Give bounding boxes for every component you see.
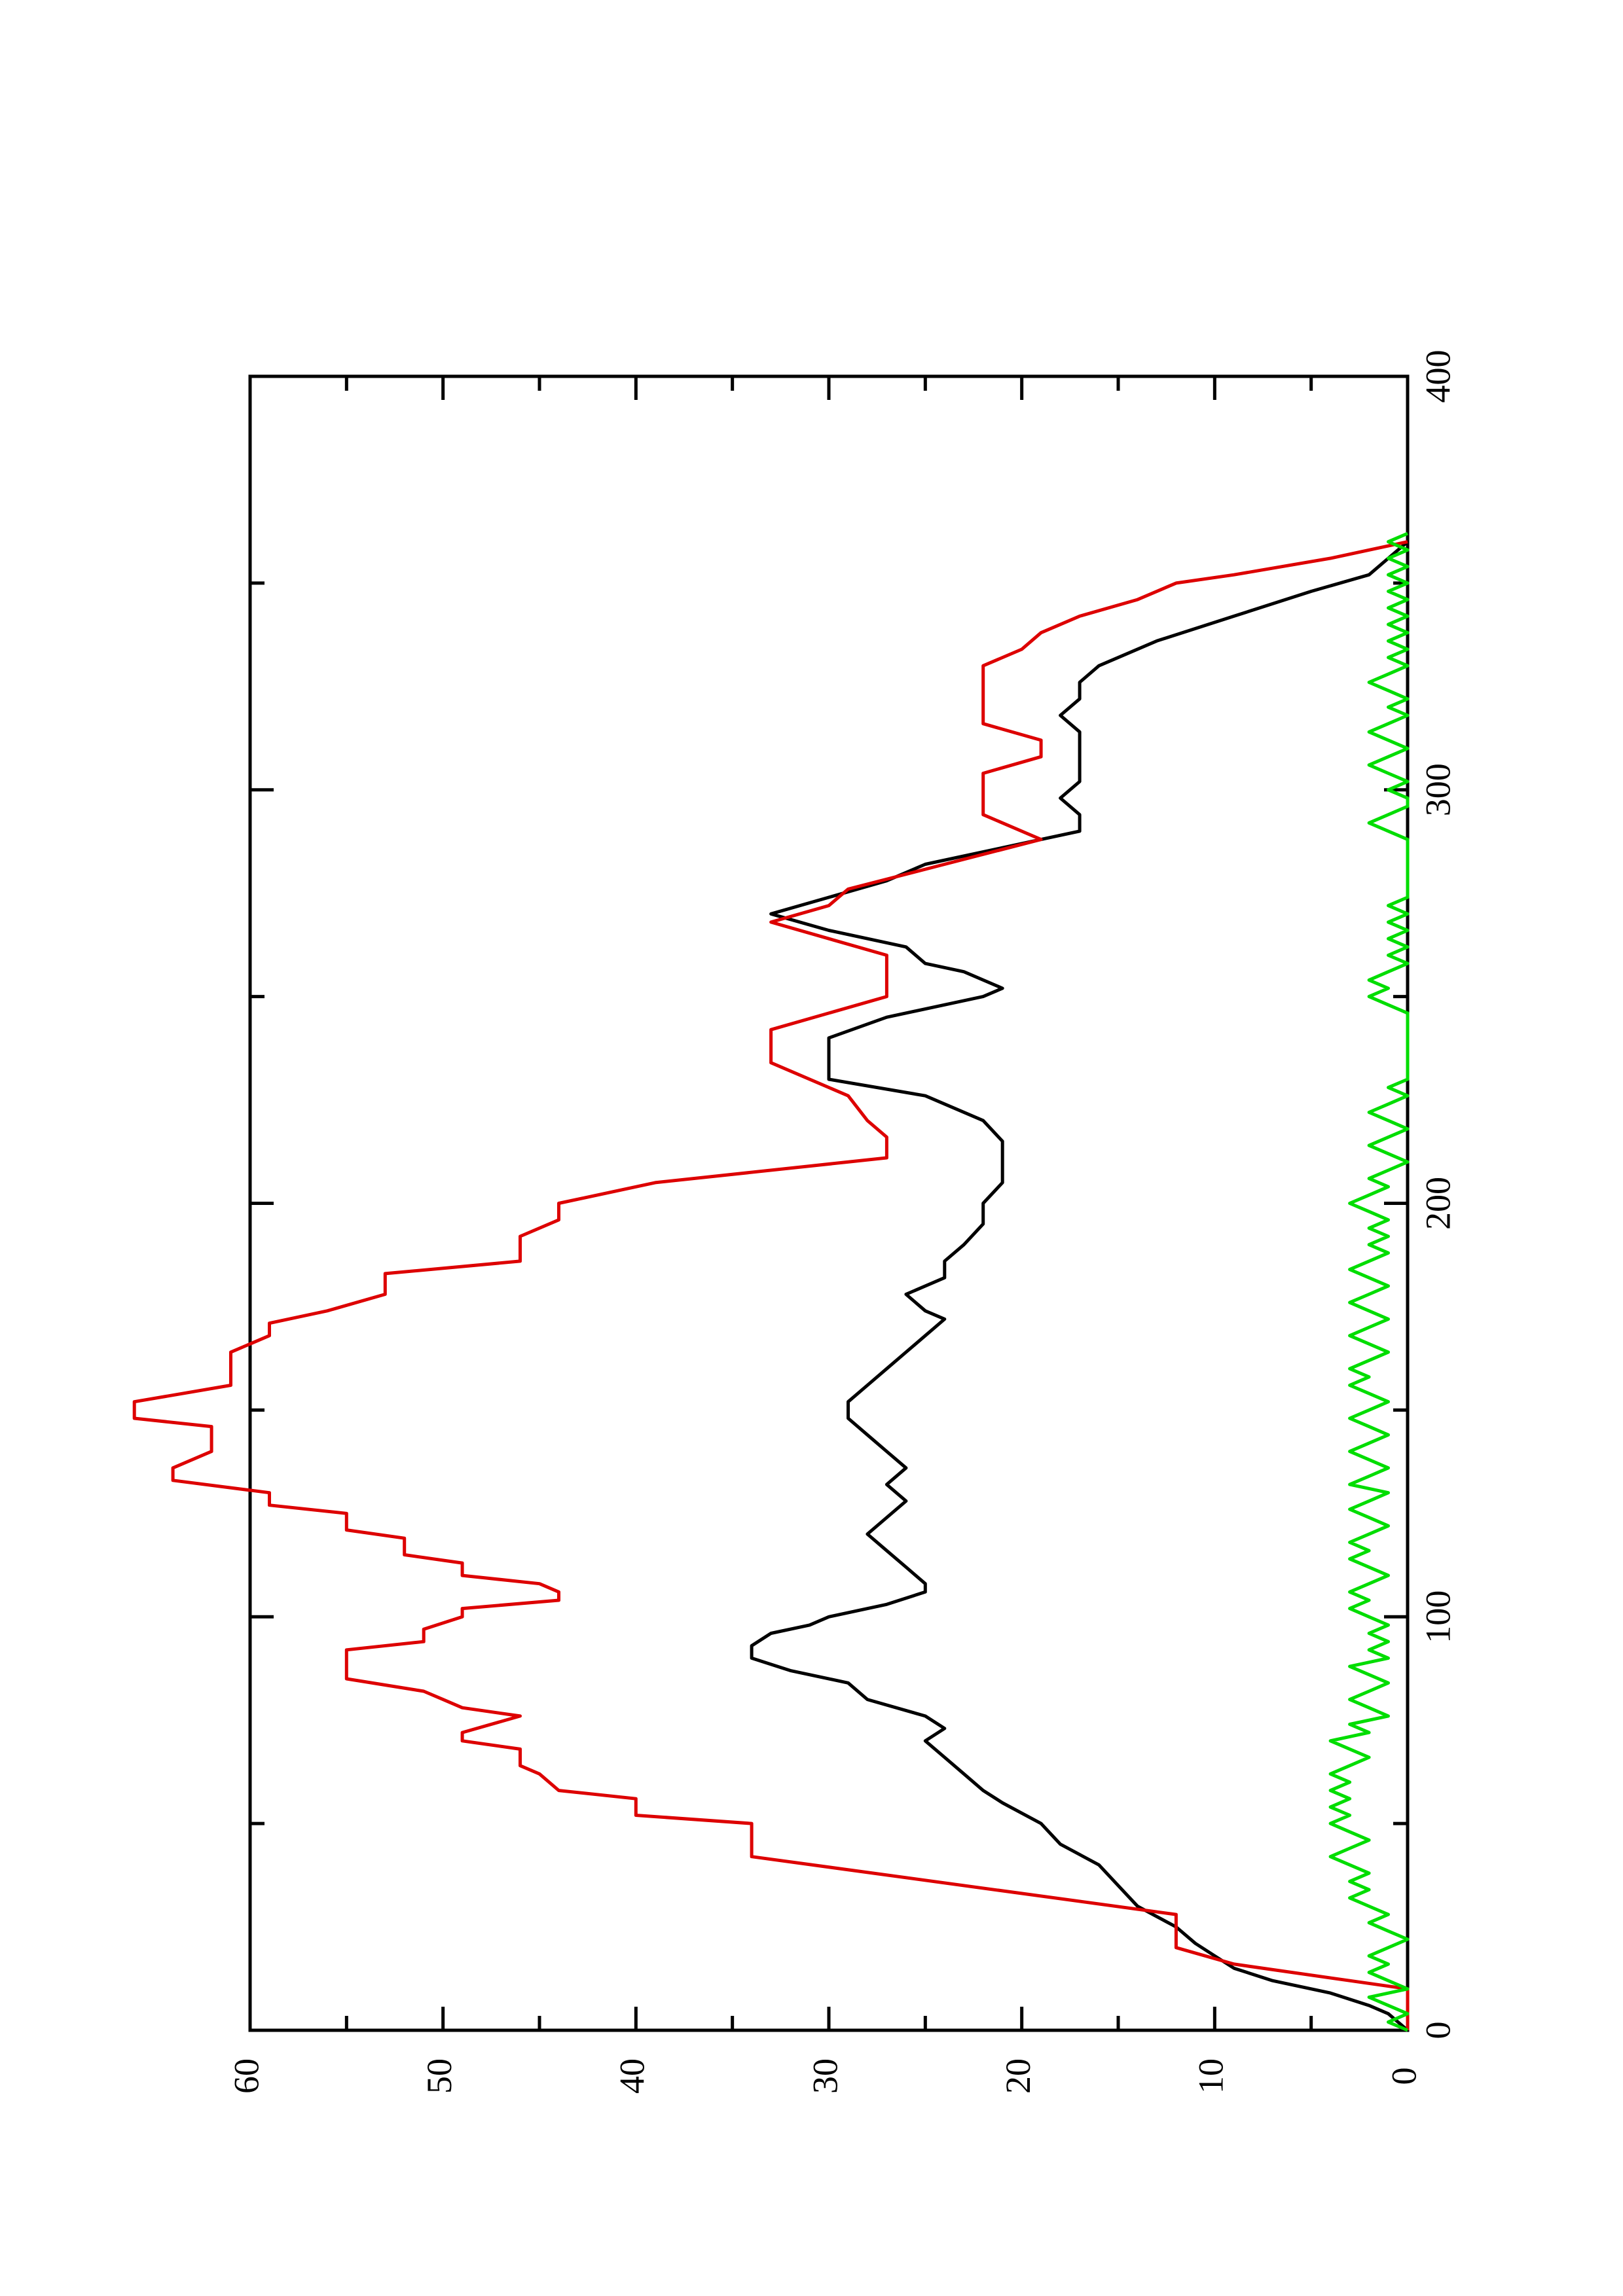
x-tick-label: 300	[1418, 763, 1457, 816]
series-red-line	[132, 540, 1410, 2030]
x-tick-label: 400	[1418, 350, 1457, 403]
axis-ticks	[248, 374, 1410, 2032]
x-tick-label: 0	[1418, 2022, 1457, 2039]
series-layer	[132, 531, 1410, 2032]
series-green-line	[1328, 531, 1410, 2032]
y-tick-label: 30	[805, 2058, 845, 2094]
y-tick-label: 40	[613, 2058, 652, 2094]
y-tick-label: 10	[1192, 2058, 1231, 2094]
y-tick-label: 20	[998, 2058, 1038, 2094]
series-black-line	[750, 540, 1409, 2032]
axis-tick-labels: 0 100 200 300 400 0 10 20 30 40 50 60	[227, 350, 1457, 2094]
x-tick-label: 200	[1418, 1177, 1457, 1230]
y-tick-label: 0	[1384, 2068, 1423, 2085]
y-tick-label: 50	[420, 2058, 459, 2094]
x-tick-label: 100	[1418, 1590, 1457, 1643]
plot-frame	[248, 374, 1410, 2032]
y-tick-label: 60	[227, 2058, 266, 2094]
